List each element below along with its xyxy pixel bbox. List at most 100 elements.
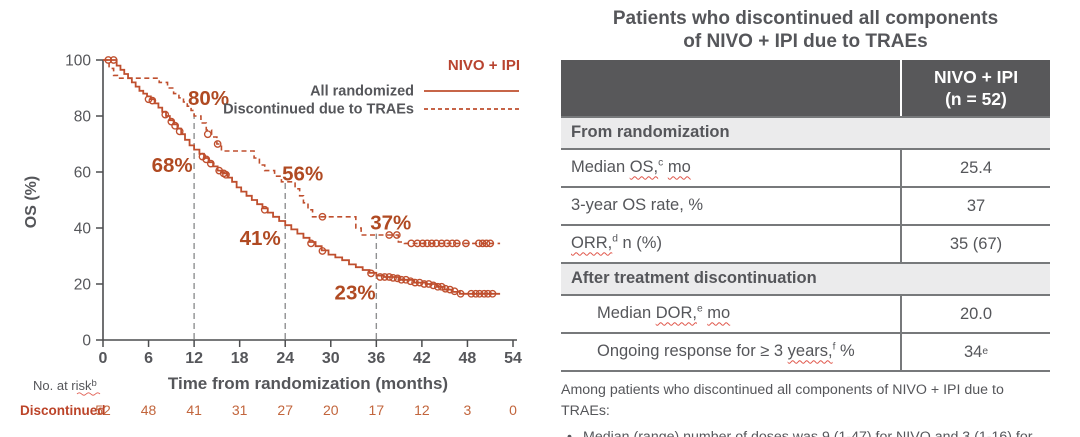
text-part: 20.0 xyxy=(959,304,993,323)
row-label: Median DOR,e mo xyxy=(561,296,900,332)
censor-mark xyxy=(148,96,157,105)
footnote-marker: c xyxy=(658,157,664,169)
censor-mark xyxy=(432,239,441,248)
summary-table: NIVO + IPI (n = 52) From randomization Me… xyxy=(561,60,1050,373)
censor-mark xyxy=(206,159,215,168)
table-title: Patients who discontinued all components… xyxy=(561,7,1050,53)
summary-table-panel: Patients who discontinued all components… xyxy=(545,0,1080,437)
censor-mark xyxy=(406,277,415,286)
text-part: years, xyxy=(787,342,833,361)
at-risk-value: 52 xyxy=(95,402,111,418)
text-part: Median xyxy=(597,304,656,323)
y-tick-label: 60 xyxy=(74,165,92,182)
censor-mark xyxy=(443,239,451,248)
row-value: 35 (67) xyxy=(900,226,1050,263)
censor-mark xyxy=(452,239,461,248)
annotation-label: 56% xyxy=(282,162,323,185)
text-part: From randomization xyxy=(571,123,730,142)
at-risk-title: No. at riskb xyxy=(33,378,97,393)
text-part: DOR, xyxy=(655,304,697,323)
censor-mark xyxy=(480,289,489,298)
censor-mark xyxy=(441,284,450,293)
footnote-marker: d xyxy=(612,233,618,245)
censor-mark xyxy=(420,280,429,288)
row-value: 34 e xyxy=(900,334,1050,371)
text-part: n (%) xyxy=(617,234,662,253)
censor-mark xyxy=(429,281,438,290)
at-risk-value: 27 xyxy=(277,402,293,418)
x-tick-label: 30 xyxy=(322,350,340,367)
arm-name: NIVO + IPI xyxy=(933,66,1019,87)
text-part: 37 xyxy=(966,196,986,215)
at-risk-value: 17 xyxy=(369,402,385,418)
footnote-bullet-1: • Median (range) number of doses was 9 (… xyxy=(567,427,1050,437)
censor-mark xyxy=(482,239,491,248)
squiggle-underline xyxy=(76,392,101,396)
y-tick-label: 100 xyxy=(65,53,91,70)
censor-mark xyxy=(424,280,433,288)
at-risk-value: 0 xyxy=(509,402,517,418)
censor-mark xyxy=(448,239,457,248)
section-label: After treatment discontinuation xyxy=(561,264,1050,295)
censor-mark xyxy=(167,117,176,126)
annotation-label: 37% xyxy=(370,211,411,234)
censor-mark xyxy=(385,231,394,239)
text-part: 34 xyxy=(963,342,983,361)
censor-mark xyxy=(484,289,492,298)
text-part: 3-year OS rate, % xyxy=(571,196,704,215)
x-tick-label: 12 xyxy=(185,350,203,367)
text-part: 25.4 xyxy=(959,158,993,177)
y-tick-label: 20 xyxy=(74,277,92,294)
x-tick-label: 18 xyxy=(231,350,249,367)
text-part: Median xyxy=(571,158,630,177)
text-part: Ongoing response for ≥ 3 xyxy=(597,342,788,361)
table-row: 3-year OS rate, % 37 xyxy=(561,186,1050,225)
row-value: 37 xyxy=(900,188,1050,225)
censor-mark xyxy=(260,205,269,214)
y-tick-label: 80 xyxy=(74,109,92,126)
y-tick-label: 0 xyxy=(82,333,91,350)
at-risk-value: 3 xyxy=(464,402,472,418)
y-tick-label: 40 xyxy=(74,221,92,238)
x-tick-label: 6 xyxy=(144,350,153,367)
censor-mark xyxy=(411,278,419,287)
censor-mark xyxy=(171,121,180,130)
censor-mark xyxy=(392,231,401,239)
km-curve-all-randomized xyxy=(103,59,501,295)
text-part: 35 (67) xyxy=(949,234,1003,253)
annotation-label: 80% xyxy=(188,87,229,110)
censor-mark xyxy=(475,289,484,298)
x-tick-label: 24 xyxy=(276,350,294,367)
km-curve-discontinued-due-to-traes xyxy=(103,59,501,245)
censor-mark xyxy=(413,239,422,248)
footnote-lead: Among patients who discontinued all comp… xyxy=(561,382,1004,419)
censor-mark xyxy=(380,273,389,281)
censor-mark xyxy=(456,289,465,298)
censor-mark xyxy=(393,274,402,283)
censor-mark xyxy=(462,239,470,248)
row-label: Median OS,c mo xyxy=(561,150,900,186)
text-part: mo xyxy=(707,304,731,323)
footnote-marker: e xyxy=(696,303,703,315)
table-header-empty-cell xyxy=(561,60,900,116)
censor-mark xyxy=(385,273,394,281)
text-part: % xyxy=(835,342,855,361)
x-tick-label: 48 xyxy=(459,350,477,367)
x-tick-label: 0 xyxy=(99,350,108,367)
censor-mark xyxy=(402,275,410,284)
table-title-line1: Patients who discontinued all components xyxy=(612,8,999,29)
table-section-row: After treatment discontinuation xyxy=(561,262,1050,295)
censor-mark xyxy=(202,155,211,164)
section-label: From randomization xyxy=(561,118,1050,149)
censor-mark xyxy=(397,275,406,284)
x-tick-label: 54 xyxy=(504,350,522,367)
table-row: ORR,d n (%) 35 (67) xyxy=(561,224,1050,263)
x-axis-title: Time from randomization (months) xyxy=(168,374,448,393)
annotation-label: 41% xyxy=(240,227,281,250)
table-title-line2: of NIVO + IPI due to TRAEs xyxy=(683,31,928,53)
at-risk-row-label: Discontinued xyxy=(20,403,106,418)
censor-mark xyxy=(367,269,375,278)
footnotes: Among patients who discontinued all comp… xyxy=(561,380,1050,437)
table-row: Ongoing response for ≥ 3 years,f % 34 e xyxy=(561,332,1050,371)
censor-mark xyxy=(376,273,385,281)
